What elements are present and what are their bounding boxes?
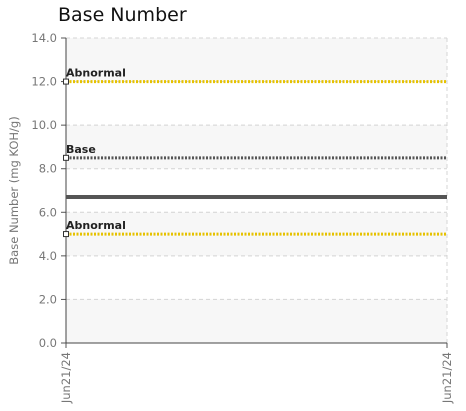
x-tick-labels: Jun21/24 Jun21/24 (59, 352, 454, 404)
reference-marker (63, 154, 69, 161)
reference-label: Abnormal (66, 219, 126, 232)
axes (61, 37, 448, 348)
reference-label: Base (66, 143, 96, 156)
reference-lines: Abnormal Base Abnormal (63, 67, 447, 238)
band (66, 299, 447, 343)
alternating-bands (66, 38, 447, 343)
y-tick-labels: 0.0 2.0 4.0 6.0 8.0 10.0 12.0 14.0 (31, 31, 57, 350)
reference-label: Abnormal (66, 67, 126, 80)
y-tick-label: 4.0 (39, 249, 57, 263)
chart-title: Base Number (58, 4, 187, 26)
y-axis-label: Base Number (mg KOH/g) (7, 116, 21, 264)
y-tick-label: 6.0 (39, 205, 57, 219)
band (66, 38, 447, 82)
reference-marker (63, 78, 69, 85)
y-tick-label: 12.0 (31, 75, 57, 89)
y-tick-label: 2.0 (39, 292, 57, 306)
reference-marker (63, 231, 69, 238)
band (66, 125, 447, 169)
y-tick-label: 10.0 (31, 118, 57, 132)
y-tick-label: 8.0 (39, 162, 57, 176)
x-tick-label: Jun21/24 (440, 352, 454, 404)
y-tick-label: 14.0 (31, 31, 57, 45)
grid-lines (65, 37, 448, 344)
x-tick-label: Jun21/24 (59, 352, 73, 404)
y-tick-label: 0.0 (39, 336, 57, 350)
